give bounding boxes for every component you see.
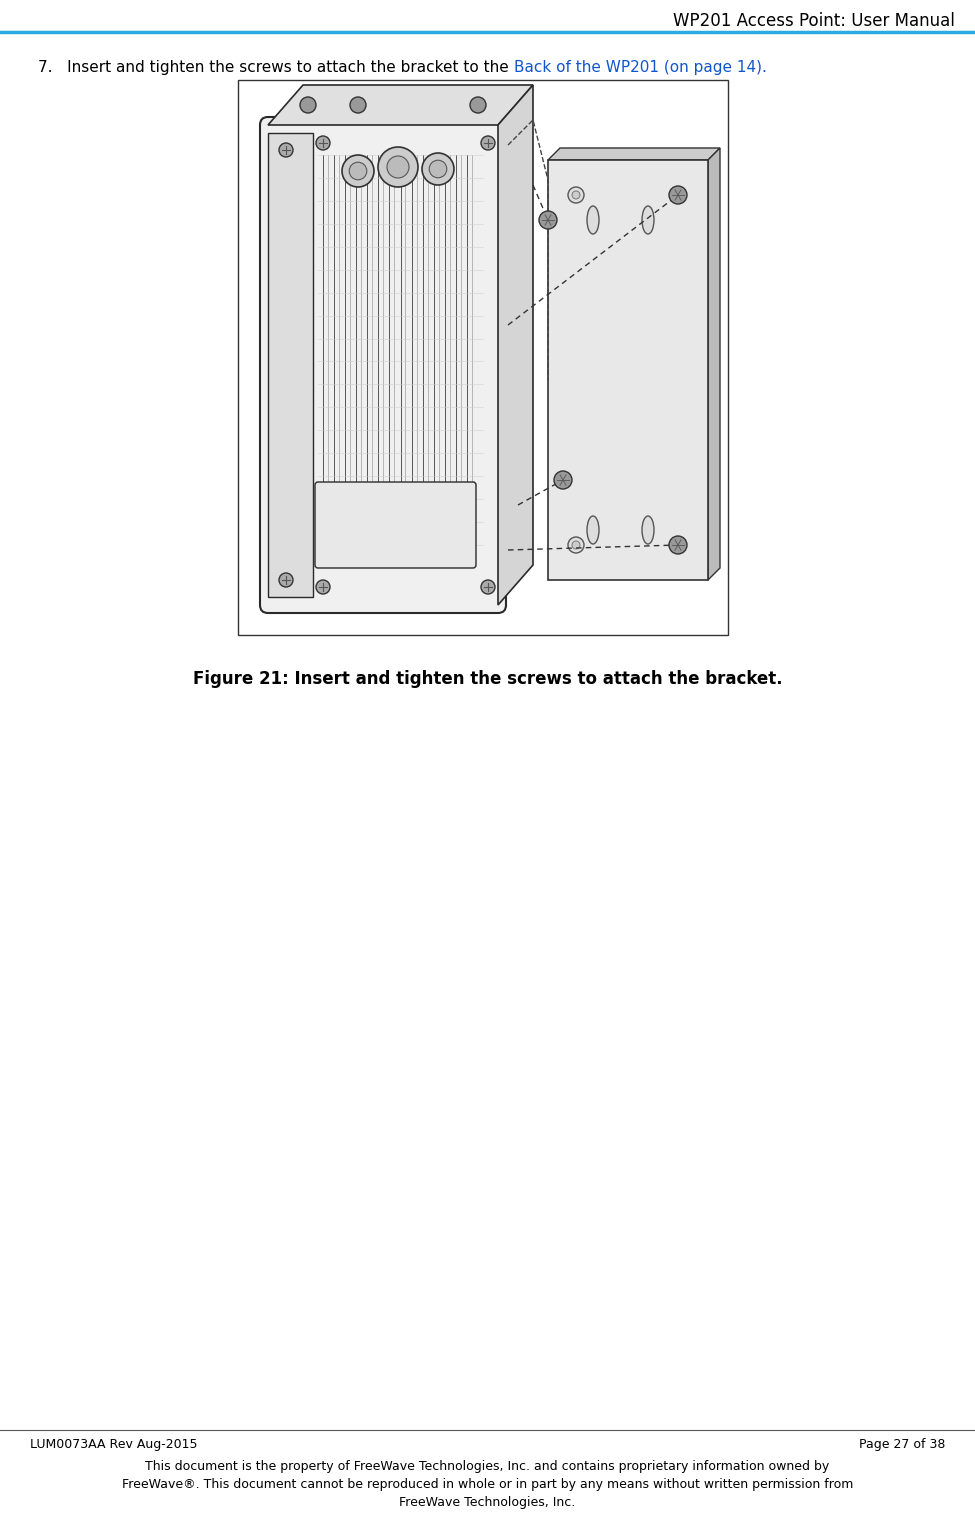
Circle shape — [316, 580, 330, 595]
Circle shape — [316, 136, 330, 149]
Text: Back of the WP201 (on page 14).: Back of the WP201 (on page 14). — [514, 59, 766, 75]
Circle shape — [481, 136, 495, 149]
Polygon shape — [268, 85, 533, 125]
Text: Figure 21: Insert and tighten the screws to attach the bracket.: Figure 21: Insert and tighten the screws… — [193, 669, 782, 688]
Circle shape — [470, 98, 486, 113]
Circle shape — [669, 186, 687, 204]
Bar — [238, 79, 728, 634]
Circle shape — [554, 471, 572, 490]
FancyBboxPatch shape — [260, 117, 506, 613]
Circle shape — [670, 188, 686, 203]
Circle shape — [279, 143, 293, 157]
Circle shape — [670, 537, 686, 554]
Circle shape — [669, 535, 687, 554]
Text: WP201 Access Point: User Manual: WP201 Access Point: User Manual — [673, 12, 955, 30]
FancyBboxPatch shape — [315, 482, 476, 567]
Circle shape — [300, 98, 316, 113]
Circle shape — [387, 156, 409, 178]
Circle shape — [568, 537, 584, 554]
Circle shape — [422, 152, 454, 185]
Circle shape — [429, 160, 447, 178]
Polygon shape — [708, 148, 720, 580]
Ellipse shape — [642, 206, 654, 233]
Bar — [268, 133, 313, 596]
Text: 7.   Insert and tighten the screws to attach the bracket to the: 7. Insert and tighten the screws to atta… — [38, 59, 514, 75]
Circle shape — [378, 146, 418, 188]
Circle shape — [350, 98, 366, 113]
Circle shape — [568, 188, 584, 203]
Text: FreeWave®. This document cannot be reproduced in whole or in part by any means w: FreeWave®. This document cannot be repro… — [122, 1478, 853, 1491]
Circle shape — [342, 156, 374, 188]
Circle shape — [539, 210, 557, 229]
Circle shape — [674, 541, 682, 549]
Text: This document is the property of FreeWave Technologies, Inc. and contains propri: This document is the property of FreeWav… — [145, 1459, 830, 1473]
Text: FreeWave Technologies, Inc.: FreeWave Technologies, Inc. — [400, 1496, 575, 1510]
Circle shape — [349, 162, 367, 180]
Circle shape — [279, 573, 293, 587]
Ellipse shape — [642, 515, 654, 544]
Polygon shape — [548, 148, 720, 160]
Bar — [548, 160, 708, 580]
Circle shape — [674, 191, 682, 198]
Polygon shape — [498, 85, 533, 605]
Ellipse shape — [587, 206, 599, 233]
Circle shape — [572, 541, 580, 549]
Ellipse shape — [587, 515, 599, 544]
Text: Page 27 of 38: Page 27 of 38 — [859, 1438, 945, 1450]
Text: LUM0073AA Rev Aug-2015: LUM0073AA Rev Aug-2015 — [30, 1438, 198, 1450]
Circle shape — [481, 580, 495, 595]
Circle shape — [572, 191, 580, 198]
